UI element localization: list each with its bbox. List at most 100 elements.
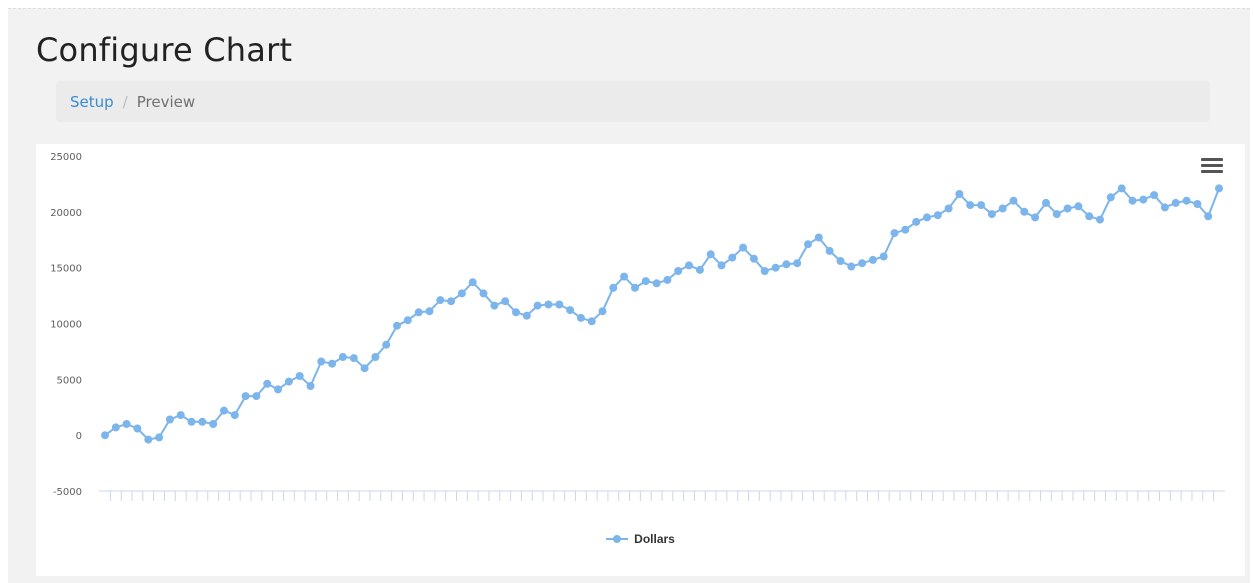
data-point[interactable] — [901, 225, 910, 234]
data-point[interactable] — [1052, 210, 1061, 219]
data-point[interactable] — [587, 317, 596, 326]
data-point[interactable] — [576, 313, 585, 322]
data-point[interactable] — [198, 417, 207, 426]
data-point[interactable] — [338, 353, 347, 361]
data-point[interactable] — [771, 263, 780, 272]
data-point[interactable] — [793, 259, 802, 268]
data-point[interactable] — [328, 359, 337, 368]
data-point[interactable] — [1193, 200, 1202, 208]
data-point[interactable] — [998, 204, 1007, 213]
data-point[interactable] — [371, 353, 380, 361]
data-point[interactable] — [598, 307, 607, 316]
data-point[interactable] — [414, 308, 423, 317]
data-point[interactable] — [1139, 195, 1148, 204]
data-point[interactable] — [749, 254, 758, 263]
data-point[interactable] — [825, 246, 834, 255]
data-point[interactable] — [382, 340, 391, 349]
data-point[interactable] — [1106, 193, 1115, 202]
data-point[interactable] — [641, 277, 650, 286]
data-point[interactable] — [284, 377, 293, 386]
data-point[interactable] — [501, 297, 510, 306]
data-point[interactable] — [111, 423, 120, 432]
data-point[interactable] — [295, 372, 304, 380]
data-point[interactable] — [1096, 215, 1104, 224]
data-point[interactable] — [804, 240, 812, 249]
data-point[interactable] — [836, 257, 845, 265]
data-point[interactable] — [360, 364, 369, 373]
data-point[interactable] — [230, 411, 239, 420]
data-point[interactable] — [695, 265, 704, 274]
data-point[interactable] — [252, 392, 261, 401]
data-point[interactable] — [533, 301, 542, 310]
data-point[interactable] — [1150, 191, 1159, 200]
data-point[interactable] — [868, 255, 877, 264]
data-point[interactable] — [263, 379, 272, 388]
data-point[interactable] — [479, 289, 488, 298]
data-point[interactable] — [1063, 204, 1072, 213]
data-point[interactable] — [1215, 184, 1223, 193]
data-point[interactable] — [858, 259, 867, 268]
data-point[interactable] — [425, 307, 434, 316]
data-point[interactable] — [847, 262, 856, 271]
data-point[interactable] — [165, 415, 174, 424]
data-point[interactable] — [966, 201, 975, 210]
data-point[interactable] — [144, 435, 153, 444]
data-point[interactable] — [631, 283, 639, 292]
data-point[interactable] — [393, 321, 401, 330]
data-point[interactable] — [512, 308, 520, 317]
data-point[interactable] — [717, 261, 726, 270]
data-point[interactable] — [1085, 212, 1094, 221]
data-point[interactable] — [609, 283, 618, 292]
data-point[interactable] — [220, 406, 228, 415]
data-point[interactable] — [187, 417, 196, 426]
data-point[interactable] — [274, 385, 282, 394]
data-point[interactable] — [879, 252, 888, 261]
data-point[interactable] — [176, 411, 185, 420]
data-point[interactable] — [209, 420, 218, 428]
data-point[interactable] — [728, 253, 737, 262]
data-point[interactable] — [912, 217, 921, 226]
data-point[interactable] — [306, 382, 315, 390]
data-point[interactable] — [923, 213, 931, 222]
data-point[interactable] — [706, 250, 715, 259]
data-point[interactable] — [490, 301, 499, 310]
data-point[interactable] — [122, 420, 131, 428]
data-point[interactable] — [739, 243, 748, 252]
data-point[interactable] — [1009, 196, 1018, 205]
data-point[interactable] — [944, 204, 953, 213]
data-point[interactable] — [468, 278, 477, 287]
data-point[interactable] — [1171, 198, 1180, 207]
data-point[interactable] — [436, 296, 445, 305]
data-point[interactable] — [241, 392, 250, 401]
data-point[interactable] — [566, 306, 575, 315]
data-point[interactable] — [349, 354, 358, 363]
data-point[interactable] — [101, 431, 109, 440]
data-point[interactable] — [544, 300, 553, 309]
data-point[interactable] — [403, 316, 412, 325]
data-point[interactable] — [1160, 203, 1169, 212]
data-point[interactable] — [674, 267, 683, 275]
data-point[interactable] — [663, 275, 672, 284]
data-point[interactable] — [522, 311, 531, 320]
hamburger-menu-icon[interactable] — [1201, 158, 1223, 176]
breadcrumb-setup-link[interactable]: Setup — [70, 92, 114, 111]
data-point[interactable] — [760, 267, 769, 275]
data-point[interactable] — [317, 357, 326, 366]
data-point[interactable] — [155, 433, 164, 442]
data-point[interactable] — [457, 289, 466, 298]
data-point[interactable] — [814, 233, 823, 242]
data-point[interactable] — [987, 210, 996, 219]
data-point[interactable] — [1074, 202, 1083, 211]
data-point[interactable] — [1117, 184, 1126, 193]
data-point[interactable] — [1182, 196, 1191, 205]
data-point[interactable] — [955, 190, 964, 198]
data-point[interactable] — [1020, 207, 1029, 216]
data-point[interactable] — [1031, 213, 1040, 222]
data-point[interactable] — [890, 229, 899, 238]
data-point[interactable] — [555, 300, 564, 309]
data-point[interactable] — [1042, 198, 1050, 207]
data-point[interactable] — [1128, 196, 1137, 205]
data-point[interactable] — [1204, 212, 1213, 221]
data-point[interactable] — [620, 272, 629, 281]
data-point[interactable] — [447, 297, 456, 306]
